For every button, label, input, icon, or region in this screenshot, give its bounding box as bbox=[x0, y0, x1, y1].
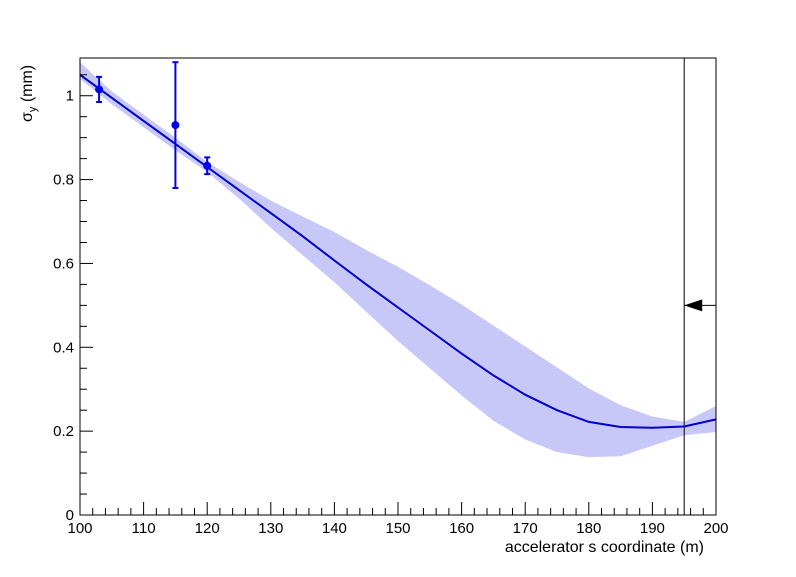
fit-curve-layer bbox=[79, 73, 717, 429]
tick-labels-layer: 100 110 120 130 140 150 160 170 180 190 200 0 0.2 0.4… bbox=[53, 88, 728, 537]
x-tick-label: 100 bbox=[67, 520, 92, 537]
x-axis-label: accelerator s coordinate (m) bbox=[505, 539, 704, 556]
y-axis-label-symbol: σ bbox=[19, 112, 36, 122]
x-tick-label: 130 bbox=[258, 520, 283, 537]
marker-layer bbox=[683, 58, 716, 515]
y-tick-label: 0.8 bbox=[53, 172, 74, 189]
x-tick-label: 160 bbox=[449, 520, 474, 537]
x-tick-label: 200 bbox=[703, 520, 728, 537]
x-tick-label: 140 bbox=[322, 520, 347, 537]
y-axis-label: σy (mm) bbox=[19, 65, 39, 122]
data-points-layer bbox=[95, 61, 212, 189]
y-tick-label: 1 bbox=[66, 88, 74, 105]
fit-curve bbox=[79, 73, 717, 429]
x-tick-label: 180 bbox=[576, 520, 601, 537]
data-point-1 bbox=[95, 85, 104, 94]
x-tick-label: 190 bbox=[640, 520, 665, 537]
ticks-layer bbox=[79, 74, 717, 516]
y-tick-label: 0 bbox=[66, 507, 74, 524]
y-tick-label: 0.6 bbox=[53, 255, 74, 272]
error-band bbox=[80, 62, 716, 458]
y-axis-label-subscript: y bbox=[27, 106, 39, 112]
x-tick-label: 110 bbox=[132, 520, 156, 537]
error-band-layer bbox=[80, 62, 716, 458]
y-tick-label: 0.2 bbox=[53, 423, 74, 440]
y-tick-label: 0.4 bbox=[53, 339, 74, 356]
data-point-2 bbox=[171, 121, 180, 130]
marker-arrow-head bbox=[684, 299, 703, 312]
x-tick-label: 150 bbox=[385, 520, 410, 537]
x-tick-label: 120 bbox=[195, 520, 220, 537]
x-tick-label: 170 bbox=[513, 520, 538, 537]
y-axis-label-unit: (mm) bbox=[19, 65, 36, 107]
data-point-3 bbox=[203, 161, 212, 170]
